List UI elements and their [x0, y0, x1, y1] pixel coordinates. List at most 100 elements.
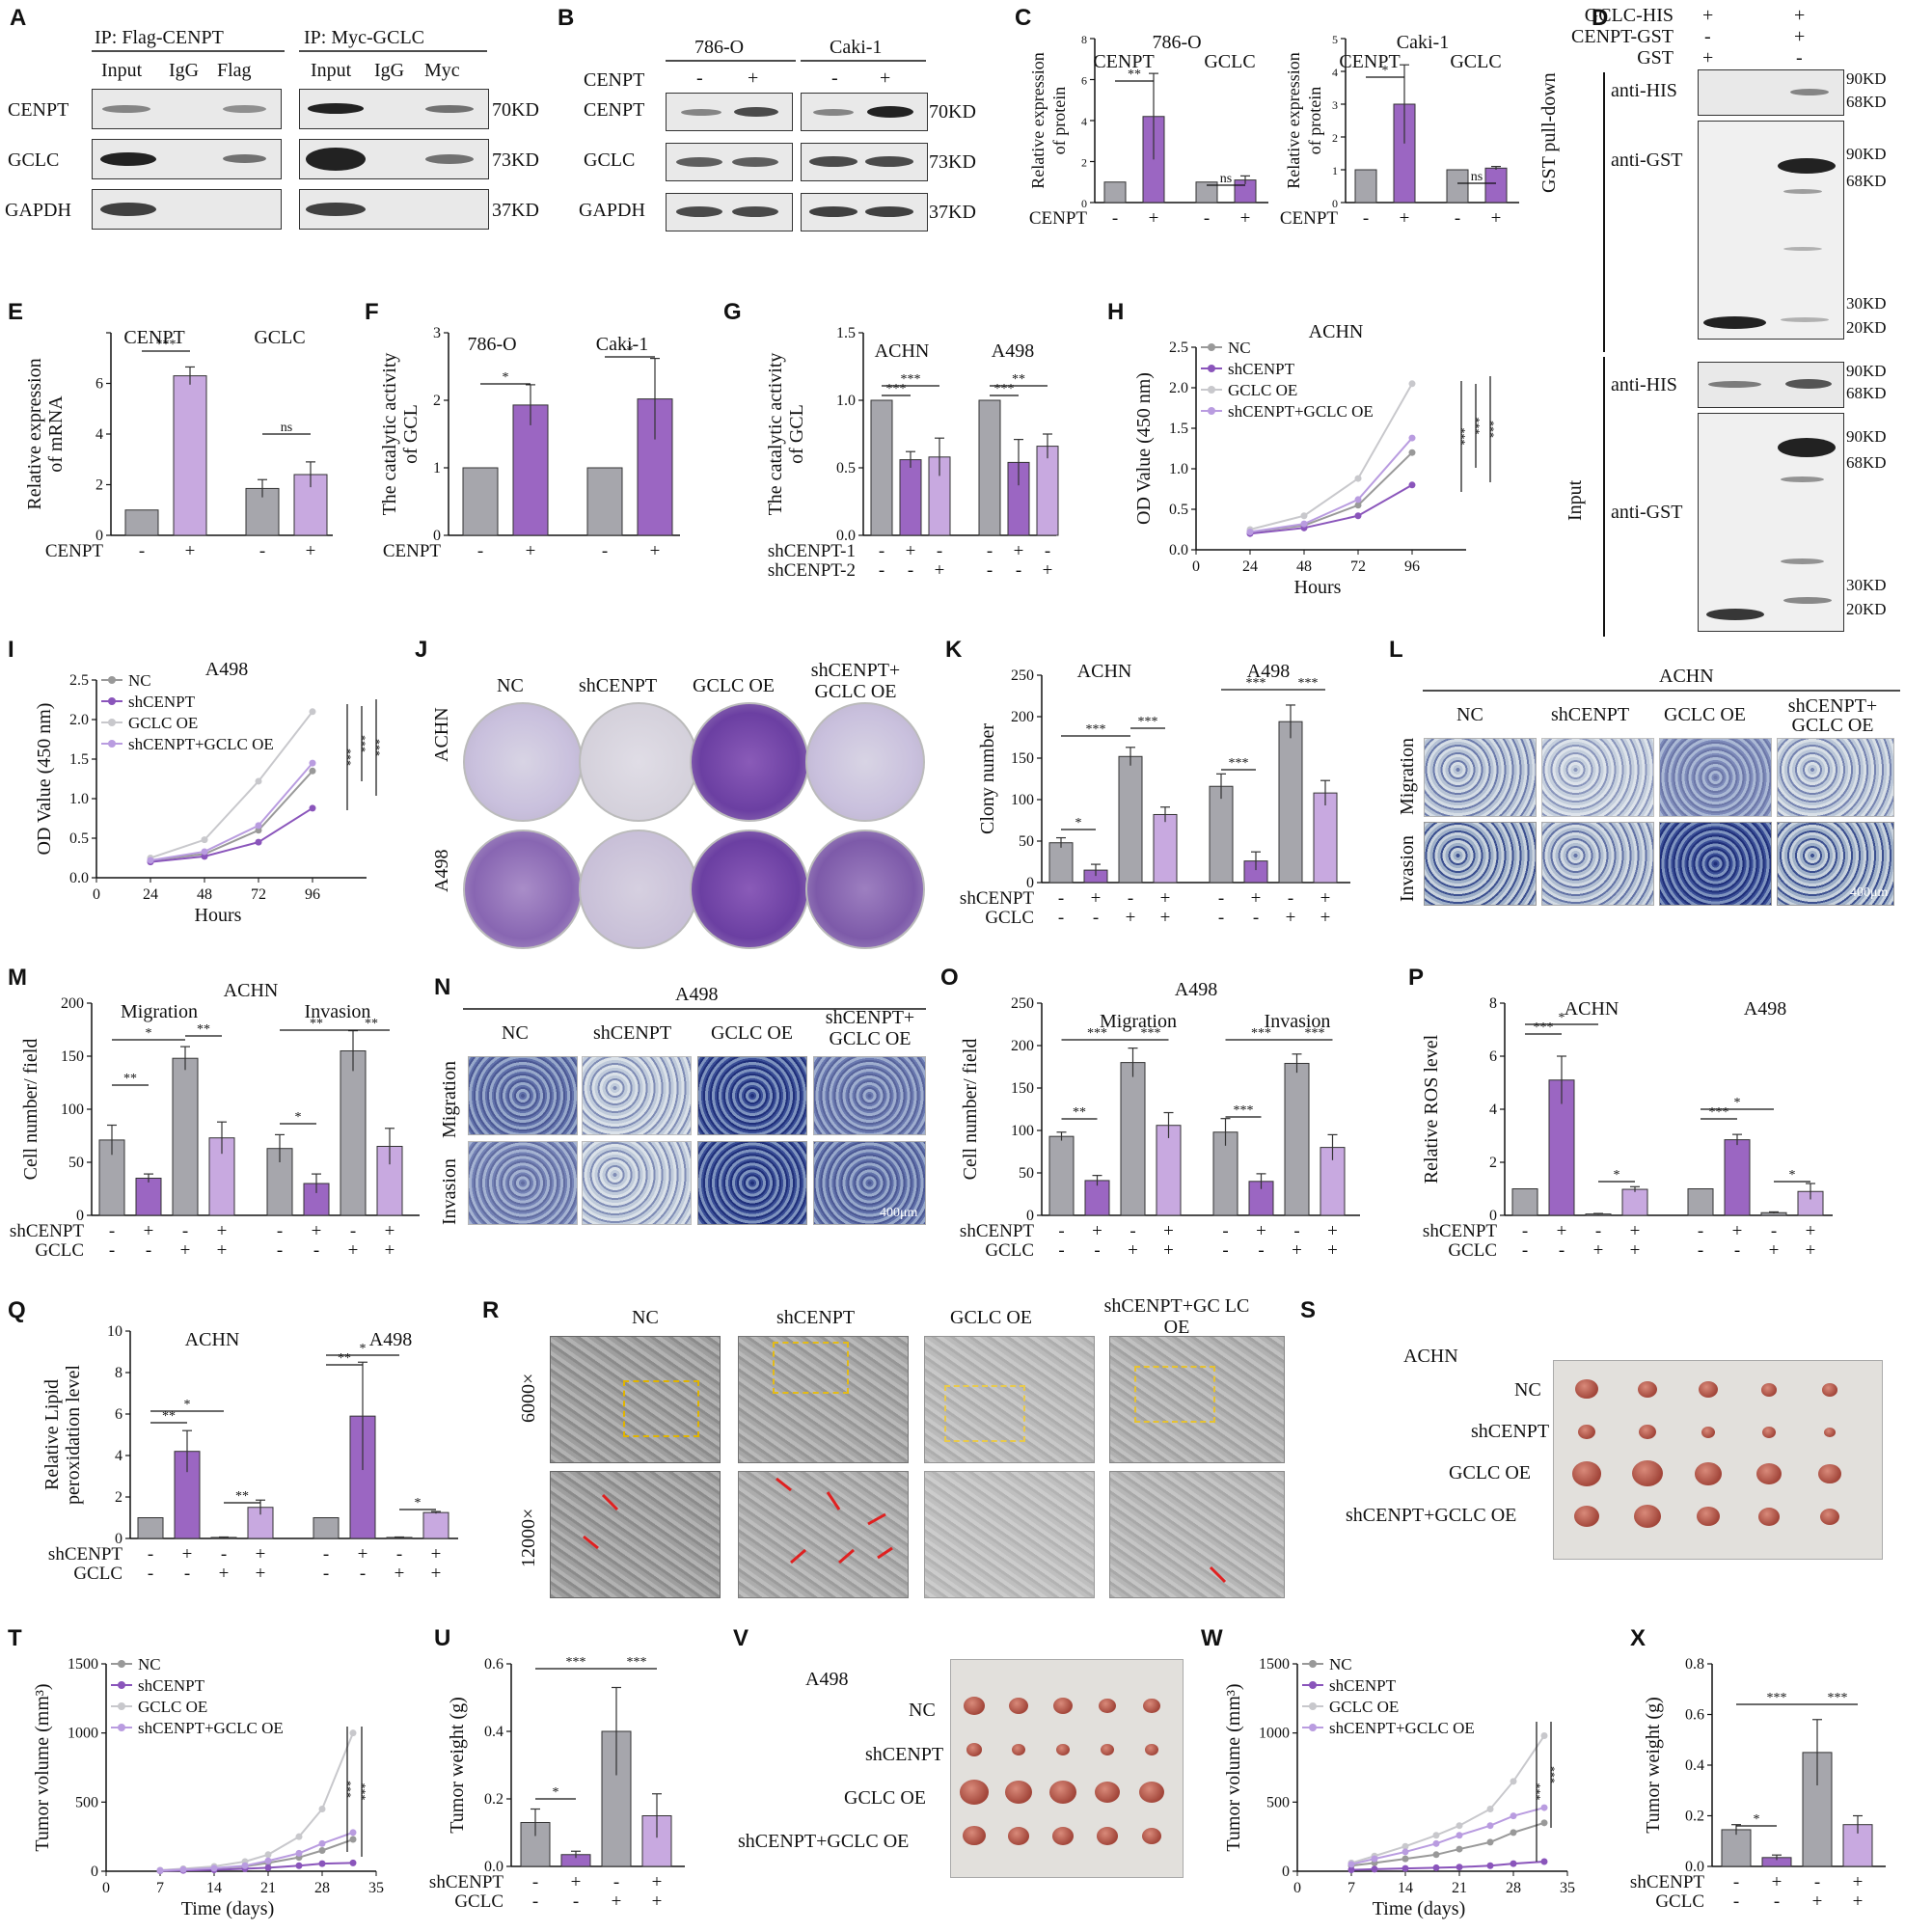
- chart-P-ytick-label: 0: [1489, 1208, 1497, 1224]
- chart-G-sign: -: [1016, 560, 1021, 581]
- chart-F-bar: [462, 467, 499, 536]
- chart-M-sign: +: [217, 1221, 228, 1241]
- chart-T-point: [295, 1849, 303, 1857]
- chart-W-point: [1540, 1819, 1548, 1827]
- chart-Q-sign: -: [148, 1544, 153, 1565]
- chart-E-group-label: GCLC: [254, 327, 305, 348]
- chart-G-sign: -: [1045, 541, 1050, 561]
- chart-T-point: [179, 1865, 187, 1873]
- chart-I-point: [201, 848, 208, 856]
- chart-F-sign: +: [650, 541, 661, 561]
- r-col-nc: NC: [632, 1307, 659, 1328]
- chart-G-sig: ***: [901, 372, 921, 387]
- d-sign-1: +: [1702, 5, 1714, 26]
- chart-M-sig: *: [295, 1110, 302, 1125]
- chart-X-sig: ***: [1828, 1691, 1848, 1705]
- chart-P-ytick-label: 4: [1489, 1102, 1497, 1118]
- chart-M-sign: -: [146, 1240, 151, 1261]
- d-anti-gst-2: anti-GST: [1611, 502, 1683, 523]
- chart-C1-sign: -: [1112, 208, 1118, 229]
- chart-C2-group-label: Caki-1: [1397, 32, 1449, 53]
- panel-label-t: T: [8, 1625, 22, 1651]
- panel-label-b: B: [558, 5, 575, 31]
- chart-P-row-label: GCLC: [1448, 1240, 1497, 1261]
- chart-E-ylabel: of mRNA: [45, 395, 67, 473]
- chart-O-sign: -: [1094, 1240, 1100, 1261]
- chart-H-legend-label: NC: [1228, 339, 1251, 357]
- chart-T-point: [318, 1839, 326, 1847]
- chart-Q-ytick-label: 10: [107, 1323, 122, 1340]
- chart-M-sign: -: [313, 1240, 319, 1261]
- chart-F-sign: +: [526, 541, 536, 561]
- chart-O-bar: [1212, 1131, 1238, 1216]
- chart-H-series-line: [1249, 483, 1413, 535]
- chart-E-bar: [173, 375, 207, 536]
- chart-H-title: ACHN: [1309, 321, 1364, 342]
- chart-T-legend-label: shCENPT: [138, 1676, 205, 1695]
- d-sign-4: +: [1794, 26, 1806, 47]
- v-tumor: [1095, 1782, 1120, 1804]
- chart-W-legend-marker: [1309, 1660, 1317, 1668]
- chart-T-sig: ***: [358, 1783, 371, 1801]
- chart-o: 0 50 100 150 200 250 Cell number/ field shCENPT…: [960, 979, 1360, 1261]
- chart-U-row-label: shCENPT: [429, 1872, 503, 1892]
- img-n-inv-combo: [813, 1141, 926, 1225]
- chart-T-series-line: [159, 1831, 354, 1872]
- chart-M-ytick-label: 0: [76, 1208, 84, 1224]
- chart-O-sig: ***: [1305, 1026, 1325, 1041]
- chart-T-xtick-label: 21: [260, 1880, 276, 1896]
- em-nc-6000: [550, 1336, 721, 1463]
- j-col-combo: shCENPT+ GCLC OE: [810, 660, 901, 702]
- em-sh-6000: [738, 1336, 909, 1463]
- ip-flag-title: IP: Flag-CENPT: [95, 27, 224, 48]
- chart-O-ytick-label: 100: [1011, 1123, 1034, 1139]
- chart-I-ylabel: OD Value (450 nm): [34, 703, 55, 856]
- dish-achn-nc: [463, 702, 583, 822]
- chart-H-legend-marker: [1208, 365, 1215, 372]
- s-row-oe: GCLC OE: [1449, 1462, 1531, 1483]
- chart-M-ytick-label: 100: [61, 1102, 84, 1118]
- l-row-invasion: Invasion: [1397, 835, 1418, 902]
- chart-W-legend-marker: [1309, 1681, 1317, 1689]
- chart-W-point: [1486, 1838, 1494, 1846]
- blot-b-gapdh-1: [666, 193, 793, 231]
- chart-I-point: [201, 853, 208, 860]
- chart-O-sign: -: [1058, 1240, 1064, 1261]
- chart-M-group-label: ACHN: [224, 980, 279, 1001]
- chart-P-sign: +: [1769, 1240, 1780, 1261]
- chart-K-sign: -: [1288, 888, 1293, 909]
- chart-P-sign: -: [1522, 1221, 1528, 1241]
- chart-Q-sign: +: [256, 1544, 266, 1565]
- chart-G-sign: -: [937, 541, 942, 561]
- panel-label-x: X: [1630, 1625, 1646, 1651]
- chart-H-series-line: [1249, 437, 1413, 533]
- chart-W-legend-label: GCLC OE: [1329, 1698, 1399, 1716]
- chart-C1-row-label: CENPT: [1029, 208, 1088, 229]
- kd-b-73: 73KD: [929, 151, 976, 173]
- d-sign-3: -: [1704, 26, 1711, 47]
- chart-Q-sign: +: [182, 1544, 193, 1565]
- j-col-sh: shCENPT: [579, 675, 658, 696]
- chart-U-sign: +: [652, 1891, 663, 1912]
- chart-I-point: [255, 827, 262, 834]
- chart-K-sign: -: [1058, 888, 1064, 909]
- chart-M-sign: +: [217, 1240, 228, 1261]
- panel-label-m: M: [8, 965, 27, 991]
- chart-I-point: [309, 759, 316, 767]
- chart-I-legend-marker: [108, 697, 116, 705]
- chart-T-legend-label: GCLC OE: [138, 1698, 207, 1716]
- chart-H-point: [1354, 496, 1362, 503]
- chart-F-bar: [586, 467, 623, 536]
- chart-H-sig: ***: [1457, 428, 1471, 446]
- chart-P-ytick-label: 2: [1489, 1155, 1497, 1171]
- row-gclc: GCLC: [8, 150, 60, 171]
- blot-b-gclc-2: [801, 143, 928, 181]
- chart-P-sign: +: [1732, 1221, 1743, 1241]
- col-myc: Myc: [424, 60, 460, 81]
- chart-T-ytick-label: 0: [91, 1864, 98, 1880]
- chart-G-sign: -: [987, 560, 993, 581]
- chart-T-xtick-label: 35: [368, 1880, 384, 1896]
- chart-W-legend-label: shCENPT: [1329, 1676, 1397, 1695]
- chart-T-xtick-label: 14: [206, 1880, 222, 1896]
- chart-I-xtick-label: 96: [305, 886, 320, 903]
